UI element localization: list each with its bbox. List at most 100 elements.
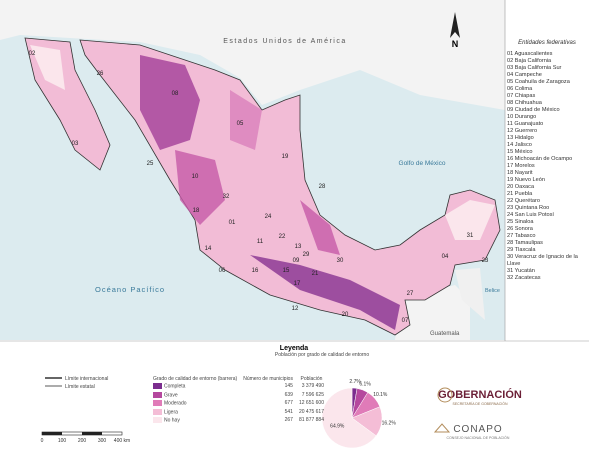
table-row: Moderado 677 12 651 600 bbox=[150, 399, 327, 408]
region-patch bbox=[445, 200, 495, 240]
cell-text: 7 596 625 bbox=[301, 391, 324, 398]
belize-land bbox=[455, 268, 485, 320]
entity-item: 11 Guanajuato bbox=[507, 121, 544, 127]
state-number: 18 bbox=[193, 208, 200, 214]
state-number: 03 bbox=[72, 141, 79, 147]
table-cell: Ligera bbox=[150, 408, 240, 417]
state-number: 10 bbox=[192, 174, 199, 180]
table-cell: 541 bbox=[240, 408, 296, 417]
entity-item: 32 Zacatecas bbox=[507, 275, 541, 281]
entity-item: 06 Colima bbox=[507, 86, 533, 92]
entity-item: 18 Nayarit bbox=[507, 170, 533, 176]
scale-label: 0 bbox=[41, 438, 44, 444]
table-cell: Completa bbox=[150, 382, 240, 391]
state-number: 24 bbox=[265, 214, 272, 220]
cell-text: Grave bbox=[164, 391, 178, 398]
cell-text: 267 bbox=[284, 417, 293, 424]
entity-item: 01 Aguascalientes bbox=[507, 51, 553, 57]
map-label: Golfo de México bbox=[399, 160, 446, 167]
logo-text: GOBERNACIÓN bbox=[438, 388, 522, 401]
scale-label: 100 bbox=[58, 438, 67, 444]
cell-text: Ligera bbox=[164, 408, 178, 415]
legend-swatch bbox=[153, 383, 162, 390]
table-header: Número de municipios bbox=[243, 376, 293, 382]
pie-label: 2.7% bbox=[349, 379, 361, 385]
legend-swatch bbox=[153, 408, 162, 415]
table-cell: No hay bbox=[150, 416, 240, 425]
entity-panel: Entidades federativas 01 Aguascalientes 0… bbox=[507, 40, 587, 282]
entity-item: 21 Puebla bbox=[507, 191, 533, 197]
state-number: 06 bbox=[219, 268, 226, 274]
table-header-row: Grado de calidad de entorno (barrera) Núm… bbox=[150, 352, 327, 382]
state-number: 16 bbox=[252, 268, 259, 274]
legend-table: Grado de calidad de entorno (barrera) Núm… bbox=[150, 352, 327, 425]
cell-text: No hay bbox=[164, 417, 180, 424]
entity-item: 05 Coahuila de Zaragoza bbox=[507, 79, 570, 85]
table-row: No hay 267 81 877 884 bbox=[150, 416, 327, 425]
legend-text: Límite internacional bbox=[65, 376, 108, 382]
entity-item: 03 Baja California Sur bbox=[507, 65, 562, 71]
state-number: 14 bbox=[205, 246, 212, 252]
entity-item: 02 Baja California bbox=[507, 58, 552, 64]
table-row: Grave 639 7 596 625 bbox=[150, 391, 327, 400]
entity-item: 14 Jalisco bbox=[507, 142, 532, 148]
entity-item: 17 Morelos bbox=[507, 163, 535, 169]
cell-text: 12 651 600 bbox=[298, 400, 324, 407]
table-cell: 267 bbox=[240, 416, 296, 425]
map-label: Estados Unidos de América bbox=[223, 38, 347, 45]
state-number: 25 bbox=[147, 161, 154, 167]
table-cell: 677 bbox=[240, 399, 296, 408]
logo-icon bbox=[437, 387, 453, 403]
us-land bbox=[0, 0, 505, 110]
map-label: Guatemala bbox=[430, 331, 460, 337]
entity-item: 30 Veracruz de Ignacio de la Llave bbox=[507, 254, 578, 267]
entity-item: 25 Sinaloa bbox=[507, 219, 534, 225]
logo-icon bbox=[433, 423, 451, 433]
state-number: 04 bbox=[442, 254, 449, 260]
logo-subtext: SECRETARÍA DE GOBERNACIÓN bbox=[453, 401, 508, 406]
scale-bar bbox=[42, 432, 62, 435]
table-cell: 639 bbox=[240, 391, 296, 400]
state-number: 21 bbox=[312, 271, 319, 277]
state-number: 22 bbox=[279, 234, 286, 240]
entity-item: 12 Guerrero bbox=[507, 128, 538, 134]
entity-item: 16 Michoacán de Ocampo bbox=[507, 156, 573, 162]
region-patch bbox=[30, 45, 65, 90]
table-row: Completa 145 3 379 490 bbox=[150, 382, 327, 391]
state-number: 23 bbox=[482, 258, 489, 264]
table-row: Ligera 541 20 475 617 bbox=[150, 408, 327, 417]
map-label: Belice bbox=[485, 288, 500, 294]
table-cell: 7 596 625 bbox=[296, 391, 327, 400]
state-number: 11 bbox=[257, 239, 264, 245]
cell-text: 541 bbox=[284, 408, 293, 415]
state-number: 13 bbox=[295, 244, 302, 250]
entity-item: 26 Sonora bbox=[507, 226, 533, 232]
state-number: 15 bbox=[283, 268, 290, 274]
state-number: 08 bbox=[172, 91, 179, 97]
state-number: 32 bbox=[223, 194, 230, 200]
entity-item: 07 Chiapas bbox=[507, 93, 536, 99]
map-label: Océano Pacífico bbox=[95, 285, 165, 294]
region-patch bbox=[140, 55, 200, 150]
entity-item: 31 Yucatán bbox=[507, 268, 535, 274]
table-cell: 81 877 884 bbox=[296, 416, 327, 425]
cell-text: Moderado bbox=[164, 400, 187, 407]
logo-subtext: CONSEJO NACIONAL DE POBLACIÓN bbox=[447, 435, 510, 440]
state-number: 07 bbox=[402, 318, 409, 324]
legend-title: Leyenda bbox=[280, 345, 309, 352]
north-label: N bbox=[452, 39, 459, 49]
cell-text: 81 877 884 bbox=[298, 417, 324, 424]
entity-item: 28 Tamaulipas bbox=[507, 240, 543, 246]
cell-text: 145 bbox=[284, 383, 293, 390]
pie-title: Población por grado de calidad de entorn… bbox=[275, 352, 369, 358]
table-header: Población bbox=[300, 376, 323, 382]
cell-text: 20 475 617 bbox=[298, 408, 324, 415]
region-patch bbox=[230, 90, 262, 150]
cell-text: Completa bbox=[164, 383, 186, 390]
state-number: 28 bbox=[319, 184, 326, 190]
legend-swatch bbox=[153, 417, 162, 424]
state-number: 29 bbox=[303, 252, 310, 258]
entity-title: Entidades federativas bbox=[518, 40, 576, 46]
entity-item: 22 Querétaro bbox=[507, 198, 540, 204]
